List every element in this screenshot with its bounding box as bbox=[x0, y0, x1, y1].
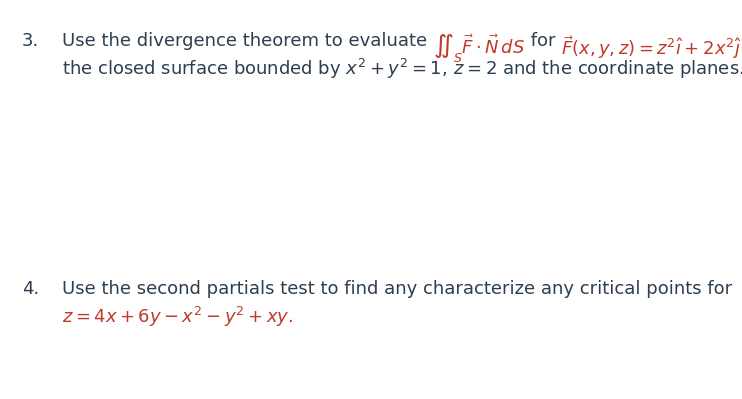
Text: 3.: 3. bbox=[22, 32, 39, 50]
Text: Use the divergence theorem to evaluate: Use the divergence theorem to evaluate bbox=[62, 32, 433, 50]
Text: Use the second partials test to find any characterize any critical points for: Use the second partials test to find any… bbox=[62, 280, 732, 298]
Text: for: for bbox=[525, 32, 561, 50]
Text: $\iint_S \vec{F} \cdot \vec{N}\,dS$: $\iint_S \vec{F} \cdot \vec{N}\,dS$ bbox=[433, 32, 525, 64]
Text: $\vec{F}(x,y,z) = z^2\hat{\imath} + 2x^2\hat{\jmath} + 2xy\hat{k}$: $\vec{F}(x,y,z) = z^2\hat{\imath} + 2x^2… bbox=[561, 32, 742, 61]
Text: $z = 4x + 6y - x^2 - y^2 + xy.$: $z = 4x + 6y - x^2 - y^2 + xy.$ bbox=[62, 305, 293, 329]
Text: 4.: 4. bbox=[22, 280, 39, 298]
Text: the closed surface bounded by $x^2 + y^2 = 1,\, z = 2$ and the coordinate planes: the closed surface bounded by $x^2 + y^2… bbox=[62, 57, 742, 81]
